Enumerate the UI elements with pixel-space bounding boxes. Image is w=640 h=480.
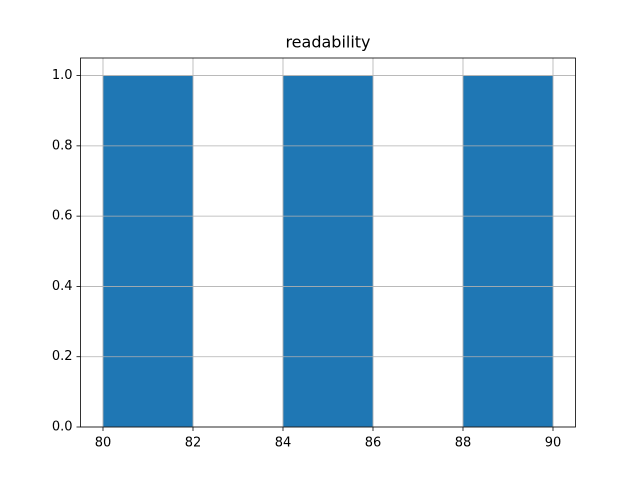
y-tick-label: 1.0 — [52, 68, 73, 83]
plot-frame — [80, 57, 576, 428]
x-tick-label: 84 — [275, 436, 292, 451]
x-tick-label: 82 — [185, 436, 202, 451]
x-tick-label: 90 — [545, 436, 562, 451]
y-tick-label: 0.6 — [52, 209, 73, 224]
x-tick-label: 88 — [455, 436, 472, 451]
y-tick-label: 0.2 — [52, 349, 73, 364]
y-tick-label: 0.8 — [52, 138, 73, 153]
x-tick-label: 86 — [365, 436, 382, 451]
y-tick-label: 0.0 — [52, 420, 73, 435]
bar — [462, 75, 554, 428]
x-tick-label: 80 — [95, 436, 112, 451]
y-tick-label: 0.4 — [52, 279, 73, 294]
bar — [282, 75, 374, 428]
chart-title: readability — [285, 33, 370, 52]
bar — [102, 75, 194, 428]
